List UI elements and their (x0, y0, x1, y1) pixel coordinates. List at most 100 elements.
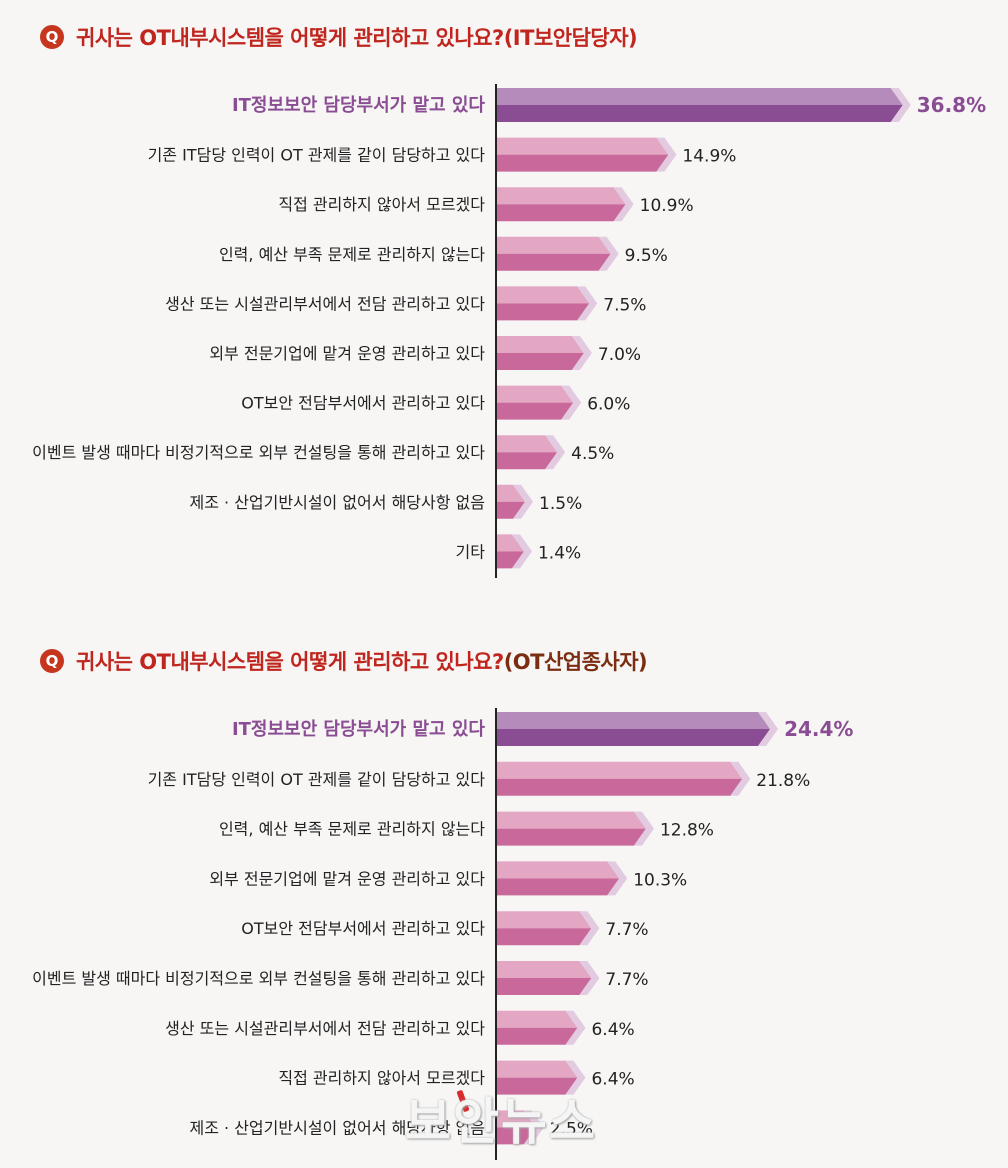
bar (497, 551, 524, 569)
chart-1-title: Q 귀사는 OT내부시스템을 어떻게 관리하고 있나요? (IT보안담당자) (40, 20, 638, 54)
bar-side (565, 1010, 586, 1045)
question-icon: Q (40, 649, 64, 673)
bar-top (497, 336, 584, 353)
bar-top (497, 712, 771, 729)
question-icon: Q (40, 25, 64, 49)
category-label: OT보안 전담부서에서 관리하고 있다 (241, 919, 485, 938)
bar-top (497, 1010, 578, 1028)
bar-group (497, 911, 600, 946)
value-label: 36.8% (917, 93, 986, 117)
value-label: 14.9% (682, 147, 736, 167)
value-label: 7.7% (605, 970, 648, 990)
bar (497, 1077, 578, 1095)
bar-side (730, 761, 751, 796)
bar-top (497, 534, 524, 552)
category-label: IT정보보안 담당부서가 맡고 있다 (232, 95, 485, 116)
bar-top (497, 961, 592, 978)
bar-top (497, 861, 620, 879)
bar-side (577, 286, 598, 321)
bar (497, 303, 590, 321)
value-label: 7.5% (603, 295, 646, 315)
bar-side (579, 911, 600, 946)
chart-2-title-text: 귀사는 OT내부시스템을 어떻게 관리하고 있나요? (76, 650, 504, 674)
bar-group (497, 435, 566, 470)
bar (497, 402, 574, 420)
bar-group (497, 484, 534, 519)
bar-group (497, 1010, 586, 1045)
bar-side (545, 435, 566, 470)
bar-side (656, 137, 677, 172)
bar (497, 1027, 578, 1045)
value-label: 6.0% (587, 395, 630, 415)
bar-side (561, 385, 582, 420)
category-label: 제조 · 산업기반시설이 없어서 해당사항 없음 (190, 1118, 485, 1137)
chart-1-title-suffix: (IT보안담당자) (503, 26, 638, 50)
bar-top (497, 88, 903, 105)
category-label: 생산 또는 시설관리부서에서 전담 관리하고 있다 (165, 1019, 485, 1038)
chart-2-title-suffix: (OT산업종사자) (503, 650, 648, 674)
bar (497, 828, 646, 846)
category-label: 직접 관리하지 않아서 모르겠다 (278, 1069, 485, 1088)
watermark: 보안뉴스 (405, 1093, 597, 1151)
bar-top (497, 911, 592, 929)
category-label: 이벤트 발생 때마다 비정기적으로 외부 컨설팅을 통해 관리하고 있다 (32, 969, 485, 988)
chart-1-svg: IT정보보안 담당부서가 맡고 있다 36.8% 기존 IT담당 인력이 OT 관제… (32, 88, 986, 569)
bar-side (513, 484, 534, 519)
chart-2-svg: IT정보보안 담당부서가 맡고 있다 24.4% 기존 IT담당 인력이 OT 관제… (32, 712, 853, 1145)
value-label: 24.4% (784, 717, 853, 741)
bar-top (497, 187, 626, 205)
bar-top (497, 1110, 536, 1128)
bar-side (571, 336, 592, 370)
bar-group (497, 286, 598, 321)
chart-1: IT정보보안 담당부서가 맡고 있다 36.8% 기존 IT담당 인력이 OT 관제… (0, 80, 1008, 580)
value-label: 12.8% (660, 821, 714, 841)
bar-group (497, 861, 628, 896)
bar-group (497, 961, 600, 995)
value-label: 4.5% (571, 444, 614, 464)
bar-side (565, 1060, 586, 1095)
bar (497, 452, 558, 470)
category-label: 기존 IT담당 인력이 OT 관제를 같이 담당하고 있다 (148, 770, 486, 789)
bar-group (497, 88, 911, 122)
bar (497, 978, 592, 995)
bar-top (497, 811, 646, 829)
category-label: 외부 전문기업에 맡겨 운영 관리하고 있다 (209, 869, 485, 888)
bar-side (890, 88, 911, 122)
bar-side (579, 961, 600, 995)
value-label: 10.9% (640, 196, 694, 216)
bar-top (497, 137, 669, 155)
bar-group (497, 336, 592, 370)
category-label: 직접 관리하지 않아서 모르겠다 (278, 195, 485, 214)
bar (497, 501, 526, 519)
bar-group (497, 1110, 544, 1145)
category-label: 인력, 예산 부족 문제로 관리하지 않는다 (219, 820, 485, 839)
value-label: 6.4% (591, 1070, 634, 1090)
category-label: 기존 IT담당 인력이 OT 관제를 같이 담당하고 있다 (148, 146, 486, 165)
category-label: OT보안 전담부서에서 관리하고 있다 (241, 394, 485, 413)
value-label: 1.4% (538, 543, 581, 563)
category-label: 제조 · 산업기반시설이 없어서 해당사항 없음 (190, 493, 485, 512)
bar-group (497, 811, 654, 846)
bar-group (497, 534, 532, 569)
bar-top (497, 385, 574, 403)
value-label: 2.5% (550, 1119, 593, 1139)
bar-top (497, 1060, 578, 1078)
chart-1-axis (495, 84, 497, 578)
bar-side (607, 861, 628, 896)
value-label: 21.8% (756, 771, 810, 791)
category-label: 생산 또는 시설관리부서에서 전담 관리하고 있다 (165, 294, 485, 313)
bar-group (497, 385, 582, 420)
bar-top (497, 761, 743, 779)
bar-side (758, 712, 779, 746)
bar-side (613, 187, 634, 222)
bar-top (497, 484, 526, 502)
value-label: 1.5% (539, 494, 582, 514)
bar-group (497, 761, 751, 796)
bar (497, 928, 592, 946)
chart-1-title-text: 귀사는 OT내부시스템을 어떻게 관리하고 있나요? (76, 26, 504, 50)
chart-2-axis (495, 708, 497, 1160)
value-label: 7.0% (598, 345, 641, 365)
category-label: IT정보보안 담당부서가 맡고 있다 (232, 719, 485, 740)
bar-top (497, 286, 590, 304)
chart-2: IT정보보안 담당부서가 맡고 있다 24.4% 기존 IT담당 인력이 OT 관제… (0, 704, 1008, 1164)
